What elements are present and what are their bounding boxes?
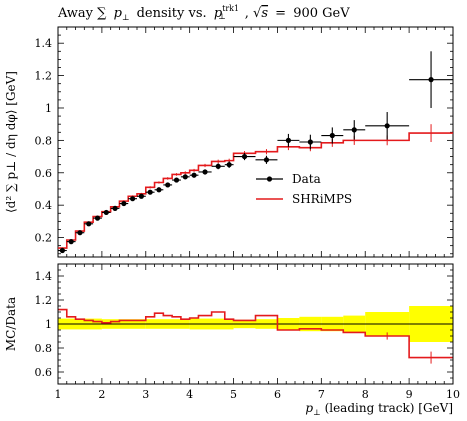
data-point	[365, 112, 410, 140]
main-x-axis	[57, 27, 454, 257]
shrimps-step-line	[58, 132, 453, 249]
x-tick-label: 5	[230, 388, 237, 401]
legend-data-marker	[266, 176, 273, 182]
data-marker	[156, 187, 162, 193]
data-point	[189, 172, 199, 178]
data-marker	[121, 200, 127, 207]
data-point	[409, 51, 453, 108]
data-marker	[103, 209, 109, 216]
ratio-y-tick-label: 0.6	[35, 366, 53, 379]
data-marker	[68, 239, 74, 245]
ratio-y-tick-label: 0.8	[35, 342, 53, 355]
legend-data-label: Data	[292, 172, 321, 186]
data-marker	[59, 247, 65, 254]
data-marker	[77, 230, 83, 236]
data-point	[75, 230, 85, 236]
data-marker	[241, 153, 248, 160]
x-tick-label: 9	[406, 388, 413, 401]
legend: Data SHRiMPS	[256, 172, 352, 206]
data-marker	[329, 132, 335, 139]
data-marker	[130, 196, 136, 202]
main-y-tick-label: 1.2	[35, 70, 53, 83]
main-y-axis: 0.2 0.4 0.6 0.8 1 1.2 1.4	[35, 34, 453, 255]
data-point	[66, 239, 76, 245]
data-marker	[384, 123, 390, 129]
data-point	[58, 247, 67, 254]
data-point	[233, 153, 256, 161]
ratio-y-axis: 0.6 0.8 1 1.2 1.4	[35, 269, 453, 385]
data-point	[224, 161, 234, 168]
data-point	[163, 182, 173, 188]
ratio-shrimps-step-line	[58, 308, 453, 359]
data-point	[101, 209, 111, 216]
data-marker	[307, 139, 313, 145]
data-point	[255, 155, 278, 164]
main-y-tick-label: 0.6	[35, 167, 53, 180]
ratio-panel: 0.6 0.8 1 1.2 1.4 1 2 3 4 5 6 7 8 9 10 MC/Data p⊥ (lea…	[4, 263, 460, 417]
x-axis-label: p⊥ (leading track) [GeV]	[305, 401, 453, 417]
data-point	[299, 134, 322, 150]
x-tick-label: 2	[98, 388, 105, 401]
data-point	[128, 196, 137, 202]
ratio-y-tick-label: 1.4	[35, 270, 53, 283]
data-marker	[191, 172, 197, 178]
main-panel: 0.2 0.4 0.6 0.8 1 1.2 1.4 ⟨d² ∑ p⊥ / dη dφ⟩ [G…	[4, 26, 454, 258]
data-marker	[182, 174, 188, 180]
data-marker	[94, 215, 101, 221]
ratio-x-axis: 1 2 3 4 5 6 7 8 9 10	[55, 264, 460, 401]
x-tick-label: 4	[186, 388, 193, 401]
x-tick-label: 10	[446, 388, 460, 401]
data-point	[277, 133, 300, 147]
ratio-y-tick-label: 1.2	[35, 294, 53, 307]
data-marker	[226, 162, 232, 168]
data-marker	[285, 137, 292, 143]
main-y-tick-label: 0.4	[35, 199, 53, 212]
shrimps-series	[58, 124, 453, 249]
data-marker	[202, 169, 208, 175]
data-point	[211, 163, 225, 170]
data-series	[58, 51, 453, 254]
data-marker	[215, 163, 221, 169]
data-point	[343, 120, 366, 140]
main-y-tick-label: 0.2	[35, 232, 53, 245]
ratio-shrimps-series	[58, 308, 453, 364]
data-point	[198, 169, 212, 175]
data-marker	[147, 189, 153, 195]
data-point	[321, 127, 344, 144]
data-marker	[112, 205, 118, 212]
ratio-y-label: MC/Data	[4, 297, 18, 351]
ratio-y-tick-label: 1	[45, 318, 52, 331]
x-tick-label: 3	[142, 388, 149, 401]
data-marker	[351, 127, 357, 133]
main-plot-frame	[57, 26, 454, 258]
data-marker	[173, 177, 180, 183]
data-marker	[138, 193, 144, 199]
main-y-tick-label: 1	[45, 102, 52, 115]
data-marker	[263, 157, 270, 163]
data-point	[180, 174, 190, 180]
main-y-label: ⟨d² ∑ p⊥ / dη dφ⟩ [GeV]	[4, 71, 18, 213]
main-y-tick-label: 0.8	[35, 134, 53, 147]
x-tick-label: 6	[274, 388, 281, 401]
x-tick-label: 1	[55, 388, 62, 401]
main-y-tick-label: 1.4	[35, 37, 53, 50]
data-marker	[428, 77, 434, 83]
data-point	[137, 193, 146, 199]
data-point	[145, 189, 155, 195]
chart-title: Away ∑ p⊥ density vs. ptrk1 ⊥ , √s = 900 …	[57, 4, 350, 24]
data-point	[93, 215, 102, 221]
data-marker	[165, 182, 171, 188]
data-point	[154, 187, 164, 193]
legend-shrimps-label: SHRiMPS	[292, 192, 352, 206]
data-point	[172, 177, 181, 183]
x-tick-label: 8	[362, 388, 369, 401]
data-point	[84, 221, 94, 227]
x-tick-label: 7	[318, 388, 325, 401]
data-marker	[86, 221, 92, 227]
data-point	[110, 205, 120, 212]
data-point	[119, 200, 129, 207]
